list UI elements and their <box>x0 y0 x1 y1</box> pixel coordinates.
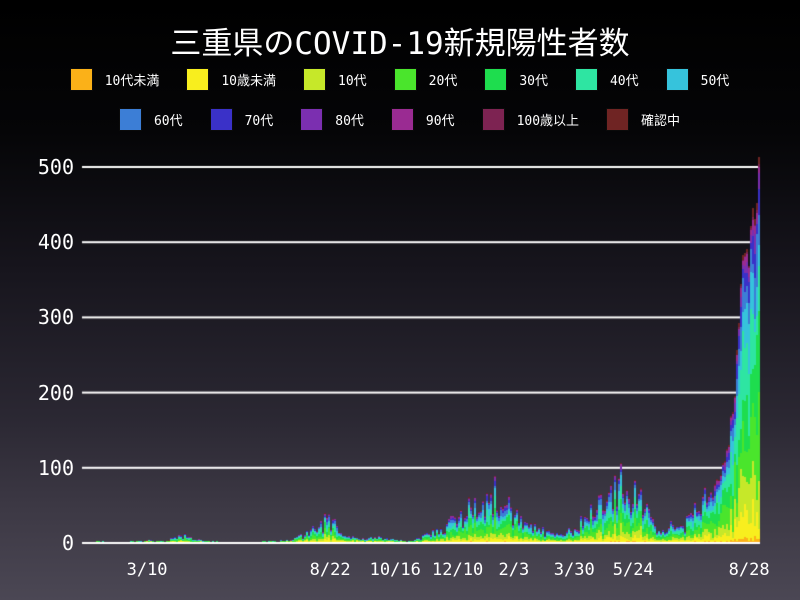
y-tick-label: 0 <box>61 531 74 555</box>
x-tick-label: 2/3 <box>498 560 530 580</box>
x-tick-label: 8/28 <box>728 560 770 580</box>
x-tick-label: 5/24 <box>612 560 654 580</box>
y-tick-label: 500 <box>37 155 74 179</box>
x-tick-label: 3/10 <box>126 560 168 580</box>
y-tick-label: 300 <box>37 305 74 330</box>
x-tick-label: 12/10 <box>432 560 484 580</box>
y-tick-label: 100 <box>37 455 74 480</box>
y-tick-label: 400 <box>37 230 74 255</box>
x-tick-label: 10/16 <box>369 560 421 580</box>
y-tick-label: 200 <box>37 380 74 405</box>
x-tick-label: 8/22 <box>309 560 351 580</box>
x-tick-label: 3/30 <box>553 560 595 580</box>
